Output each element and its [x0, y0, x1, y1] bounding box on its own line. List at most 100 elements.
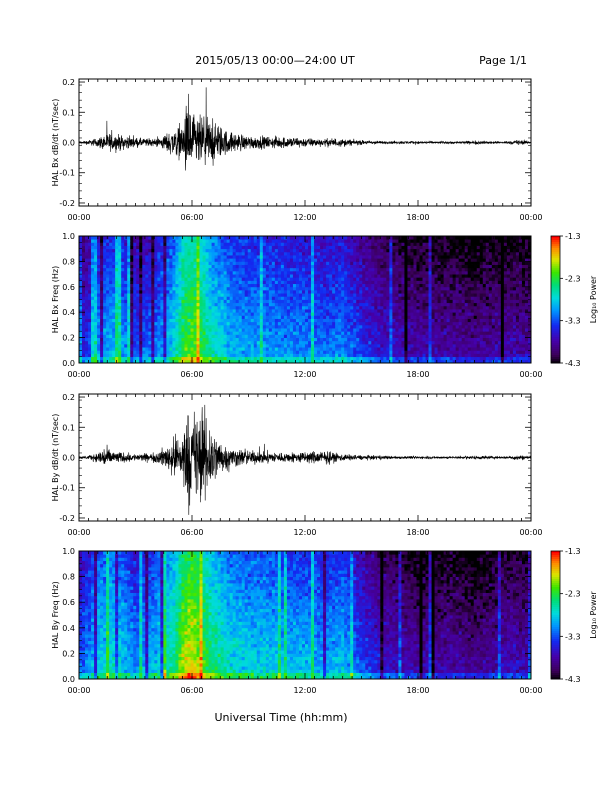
spectrogram-cell — [425, 242, 429, 246]
spectrogram-cell — [100, 359, 104, 364]
spectrogram-cell — [326, 277, 330, 281]
spectrogram-cell — [106, 328, 110, 332]
spectrogram-cell — [341, 283, 345, 288]
spectrogram-cell — [292, 280, 297, 285]
spectrogram-cell — [383, 343, 387, 348]
spectrogram-cell — [91, 337, 95, 342]
spectrogram-cell — [223, 334, 228, 338]
spectrogram-cell — [356, 289, 360, 294]
spectrogram-cell — [214, 331, 219, 335]
spectrogram-cell — [202, 258, 206, 262]
spectrogram-cell — [259, 315, 264, 319]
spectrogram-cell — [256, 359, 261, 364]
spectrogram-cell — [332, 315, 336, 319]
spectrogram-cell — [308, 321, 312, 326]
spectrogram-cell — [139, 242, 143, 246]
spectrogram-cell — [166, 356, 170, 361]
spectrogram-cell — [196, 270, 200, 275]
spectrogram-cell — [283, 242, 288, 246]
spectrogram-cell — [163, 286, 167, 291]
spectrogram-cell — [172, 286, 176, 291]
spectrogram-cell — [311, 261, 315, 265]
spectrogram-cell — [362, 356, 366, 361]
spectrogram-cell — [338, 277, 342, 281]
spectrogram-cell — [94, 255, 98, 259]
spectrogram-cell — [283, 328, 288, 332]
spectrogram-cell — [347, 353, 351, 358]
spectrogram-cell — [428, 296, 432, 300]
spectrogram-cell — [389, 318, 393, 323]
spectrogram-cell — [371, 315, 375, 319]
spectrogram-cell — [217, 251, 222, 256]
spectrogram-cell — [193, 277, 197, 281]
spectrogram-cell — [235, 255, 240, 259]
spectrogram-cell — [271, 255, 276, 259]
spectrogram-cell — [323, 302, 327, 307]
spectrogram-cell — [145, 328, 149, 332]
spectrogram-cell — [323, 356, 327, 361]
spectrogram-cell — [317, 299, 321, 304]
spectrogram-cell — [211, 312, 215, 316]
spectrogram-cell — [308, 305, 312, 310]
spectrogram-cell — [341, 318, 345, 323]
spectrogram-cell — [184, 293, 188, 297]
spectrogram-cell — [178, 280, 182, 285]
spectrogram-cell — [386, 280, 390, 285]
spectrogram-cell — [311, 312, 315, 316]
spectrogram-cell — [160, 359, 164, 364]
spectrogram-cell — [335, 324, 339, 329]
spectrogram-cell — [169, 321, 173, 326]
spectrogram-cell — [262, 318, 267, 323]
spectrogram-cell — [142, 267, 146, 272]
spectrogram-cell — [121, 359, 125, 364]
spectrogram-cell — [253, 283, 258, 288]
spectrogram-cell — [437, 350, 441, 354]
spectrogram-cell — [118, 350, 122, 354]
spectrogram-cell — [386, 318, 390, 323]
spectrogram-cell — [166, 274, 170, 278]
spectrogram-cell — [350, 324, 354, 329]
spectrogram-cell — [419, 264, 423, 269]
spectrogram-cell — [422, 251, 426, 256]
spectrogram-cell — [407, 245, 411, 250]
spectrogram-cell — [154, 334, 158, 338]
spectrogram-cell — [172, 270, 176, 275]
spectrogram-cell — [217, 305, 222, 310]
spectrogram-cell — [256, 236, 261, 240]
y-tick-label: 0.1 — [62, 108, 75, 117]
spectrogram-cell — [163, 283, 167, 288]
spectrogram-cell — [356, 309, 360, 313]
spectrogram-cell — [253, 245, 258, 250]
spectrogram-cell — [389, 331, 393, 335]
spectrogram-cell — [298, 328, 303, 332]
spectrogram-cell — [145, 289, 149, 294]
spectrogram-cell — [112, 324, 116, 329]
spectrogram-cell — [136, 242, 140, 246]
spectrogram-cell — [232, 251, 237, 256]
spectrogram-cell — [205, 293, 209, 297]
spectrogram-cell — [311, 356, 315, 361]
spectrogram-cell — [374, 245, 378, 250]
spectrogram-cell — [247, 264, 252, 269]
spectrogram-cell — [85, 356, 89, 361]
spectrogram-cell — [374, 239, 378, 243]
spectrogram-cell — [398, 328, 402, 332]
spectrogram-cell — [91, 315, 95, 319]
spectrogram-cell — [320, 264, 324, 269]
spectrogram-cell — [301, 239, 306, 243]
spectrogram-cell — [235, 309, 240, 313]
spectrogram-cell — [181, 331, 185, 335]
spectrogram-cell — [259, 299, 264, 304]
spectrogram-cell — [274, 277, 279, 281]
spectrogram-cell — [211, 337, 215, 342]
spectrogram-cell — [94, 328, 98, 332]
spectrogram-cell — [85, 277, 89, 281]
spectrogram-cell — [103, 331, 107, 335]
spectrogram-cell — [172, 328, 176, 332]
spectrogram-cell — [377, 270, 381, 275]
spectrogram-cell — [205, 236, 209, 240]
spectrogram-cell — [374, 334, 378, 338]
spectrogram-cell — [395, 347, 399, 351]
spectrogram-cell — [305, 293, 309, 297]
spectrogram-cell — [383, 242, 387, 246]
